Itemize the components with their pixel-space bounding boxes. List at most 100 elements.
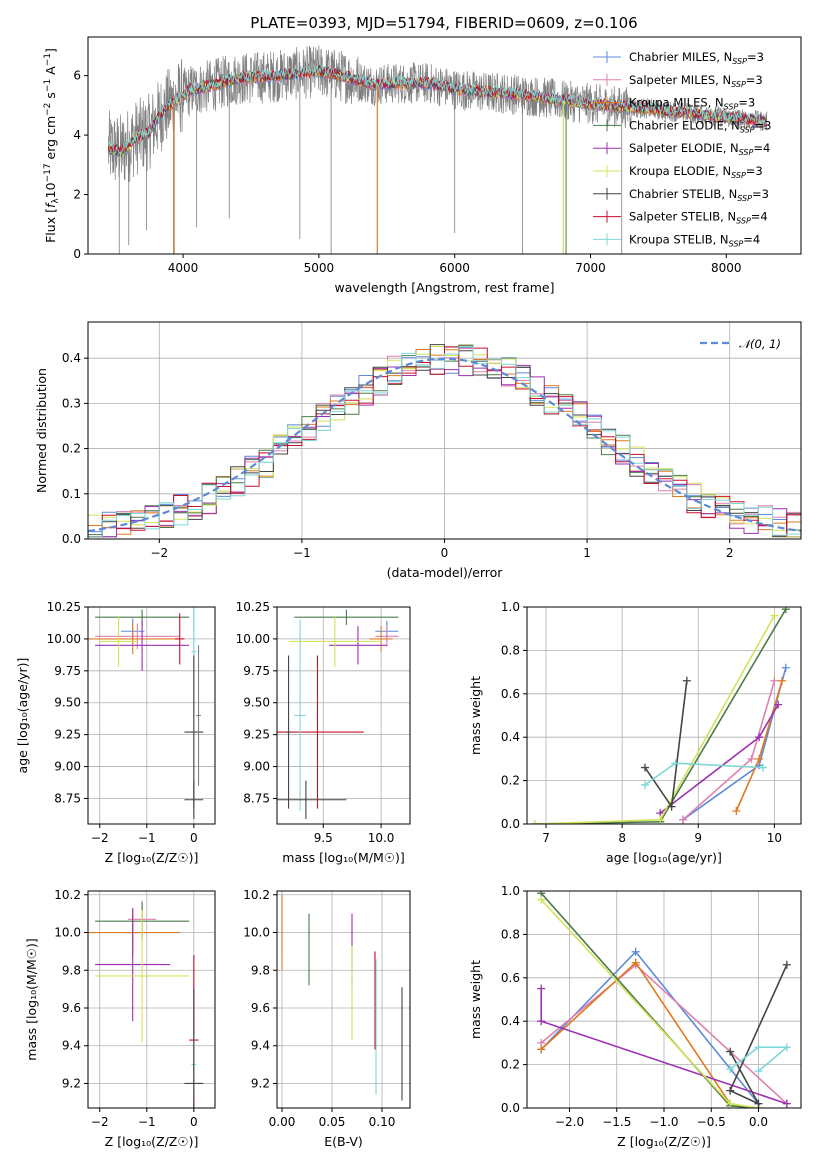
y-tick-label: 9.6 — [62, 1001, 81, 1015]
series-marker — [726, 1099, 735, 1108]
series-line — [679, 676, 779, 824]
y-tick-label: 10.2 — [243, 888, 270, 902]
x-tick-label: 4000 — [168, 261, 199, 275]
errorbar-point — [277, 655, 364, 809]
plot-area — [527, 607, 801, 824]
plot-area — [88, 322, 801, 539]
legend-label: Kroupa STELIB, NSSP=4 — [629, 232, 760, 248]
x-tick-label: −2.0 — [555, 1115, 584, 1129]
y-tick-label: 0.4 — [501, 1014, 520, 1028]
figure-title: PLATE=0393, MJD=51794, FIBERID=0609, z=0… — [250, 14, 637, 32]
x-axis-label: mass [log₁₀(M/M☉)] — [282, 850, 404, 865]
panel-age_vs_Z: −2 −1 0 8.75 9.00 9.25 9.50 9.75 10.00 10.25 Z [lo… — [15, 600, 216, 865]
axes-frame — [526, 606, 802, 825]
y-tick-label: 10.25 — [236, 600, 270, 614]
y-tick-label: 0.0 — [501, 1101, 520, 1115]
x-axis-label: (data-model)/error — [387, 565, 504, 580]
series-line — [537, 895, 763, 1108]
errorbar-point — [95, 909, 190, 1042]
plot-area — [277, 891, 410, 1108]
axes-frame — [87, 606, 216, 825]
y-tick-label: 9.8 — [62, 963, 81, 977]
x-tick-label: 9 — [694, 831, 702, 845]
y-axis-label-part: A — [43, 66, 58, 79]
axes-frame — [276, 890, 411, 1109]
y-tick-label: 9.25 — [243, 728, 270, 742]
series-marker — [754, 1043, 763, 1052]
series-marker — [667, 802, 676, 811]
errorbar-point — [294, 609, 399, 625]
y-axis-label-part: −17 — [43, 163, 53, 182]
y-axis-label-part: f — [43, 202, 58, 208]
y-tick-label: 0.2 — [62, 442, 81, 456]
y-tick-label: 0.8 — [501, 643, 520, 657]
series-marker — [770, 676, 779, 685]
series-marker — [537, 1045, 546, 1054]
errorbar-point — [88, 623, 180, 655]
x-tick-label: 0 — [190, 1115, 198, 1129]
errorbar-point — [95, 619, 190, 671]
y-axis-label: age [log₁₀(age/yr)] — [15, 658, 30, 774]
series-marker — [781, 663, 790, 672]
panel-spectrum: 4000 5000 6000 7000 8000 0 2 4 6 wavelength [Angs… — [43, 36, 802, 295]
y-axis-label-part: λ — [51, 198, 61, 204]
y-tick-label: 9.50 — [54, 696, 81, 710]
x-tick-label: 8 — [618, 831, 626, 845]
series-path — [644, 762, 763, 786]
series-marker — [754, 1099, 763, 1108]
x-tick-label: 10 — [767, 831, 782, 845]
series-marker — [537, 1017, 546, 1026]
legend-label: Salpeter MILES, NSSP=3 — [629, 73, 763, 89]
plot-area — [88, 607, 215, 824]
x-tick-label: −2 — [150, 546, 168, 560]
y-tick-label: 10.00 — [47, 632, 81, 646]
y-tick-label: 0.6 — [501, 971, 520, 985]
y-axis-label-part: −1 — [43, 53, 53, 66]
x-tick-label: 0.0 — [749, 1115, 768, 1129]
x-tick-label: −1 — [138, 1115, 156, 1129]
legend-label: 𝒩(0, 1) — [739, 337, 781, 351]
series-line — [537, 891, 763, 1108]
x-tick-label: 1 — [583, 546, 591, 560]
errorbar-point — [286, 655, 291, 809]
series-path — [729, 964, 788, 1106]
y-axis-label-part: erg cm — [43, 116, 58, 164]
series-path — [735, 680, 783, 812]
series-line — [640, 676, 691, 811]
y-axis-label: mass weight — [468, 676, 483, 755]
y-axis-label: mass [log₁₀(M/M☉)] — [24, 938, 39, 1060]
y-tick-label: 0.3 — [62, 396, 81, 410]
series-marker — [631, 958, 640, 967]
y-tick-label: 1.0 — [501, 884, 520, 898]
y-axis-label: mass weight — [468, 960, 483, 1039]
y-axis-label-part: −1 — [43, 79, 53, 92]
series-marker — [537, 895, 546, 904]
series-marker — [758, 763, 767, 772]
legend-label: Chabrier MILES, NSSP=3 — [629, 50, 764, 66]
series-path — [534, 615, 776, 824]
x-tick-label: 5000 — [304, 261, 335, 275]
series-marker — [755, 733, 764, 742]
series-path — [534, 608, 787, 824]
series-marker — [726, 1047, 735, 1056]
series-marker — [782, 1099, 791, 1108]
x-axis-label: wavelength [Angstrom, rest frame] — [334, 280, 554, 295]
axes-frame — [276, 606, 411, 825]
y-tick-label: 9.00 — [54, 760, 81, 774]
series-marker — [726, 1064, 735, 1073]
series-line — [726, 1043, 791, 1076]
series-path — [682, 680, 776, 821]
legend-label: Salpeter STELIB, NSSP=4 — [629, 210, 768, 226]
series-marker — [777, 676, 786, 685]
spectrum-model-line — [108, 64, 768, 155]
y-tick-label: 0.4 — [501, 730, 520, 744]
errorbar-point — [175, 613, 185, 665]
x-axis-label: Z [log₁₀(Z/Z☉)] — [105, 1134, 199, 1149]
y-tick-label: 0.2 — [501, 774, 520, 788]
x-axis-label: age [log₁₀(age/yr)] — [606, 850, 722, 865]
plot-area — [527, 891, 801, 1108]
plot-area — [277, 607, 410, 824]
y-axis-label: Normed distribution — [34, 368, 49, 493]
panel-mass_vs_ebv: 0.00 0.05 0.10 9.2 9.4 9.6 9.8 10.0 10.2 E(B-V) — [243, 888, 411, 1149]
y-tick-label: 0.8 — [501, 927, 520, 941]
